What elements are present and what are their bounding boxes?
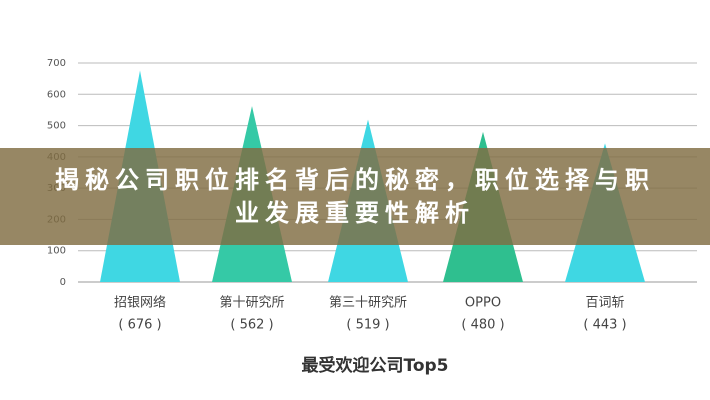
x-tick-label: 第十研究所 [219, 296, 284, 311]
y-tick-label: 500 [47, 121, 66, 132]
value-label: ( 519 ) [346, 318, 389, 333]
banner: 揭秘公司职位排名背后的秘密，职位选择与职 业发展重要性解析 [0, 148, 710, 245]
x-tick-label: 第三十研究所 [329, 296, 407, 311]
value-label: ( 443 ) [583, 318, 626, 333]
x-tick-label: 招银网络 [114, 295, 166, 311]
x-tick-label: 百词斩 [585, 296, 624, 311]
y-tick-label: 0 [60, 277, 66, 288]
x-tick-label: OPPO [465, 296, 501, 311]
value-label: ( 480 ) [461, 318, 504, 333]
banner-line: 揭秘公司职位排名背后的秘密，职位选择与职 [55, 165, 655, 194]
value-label: ( 562 ) [230, 318, 273, 333]
y-tick-label: 600 [47, 89, 66, 100]
value-label: ( 676 ) [118, 318, 161, 333]
y-tick-label: 100 [47, 246, 66, 257]
chart-title: 最受欢迎公司Top5 [301, 355, 448, 376]
y-tick-label: 700 [47, 58, 66, 69]
banner-line: 业发展重要性解析 [235, 198, 475, 227]
